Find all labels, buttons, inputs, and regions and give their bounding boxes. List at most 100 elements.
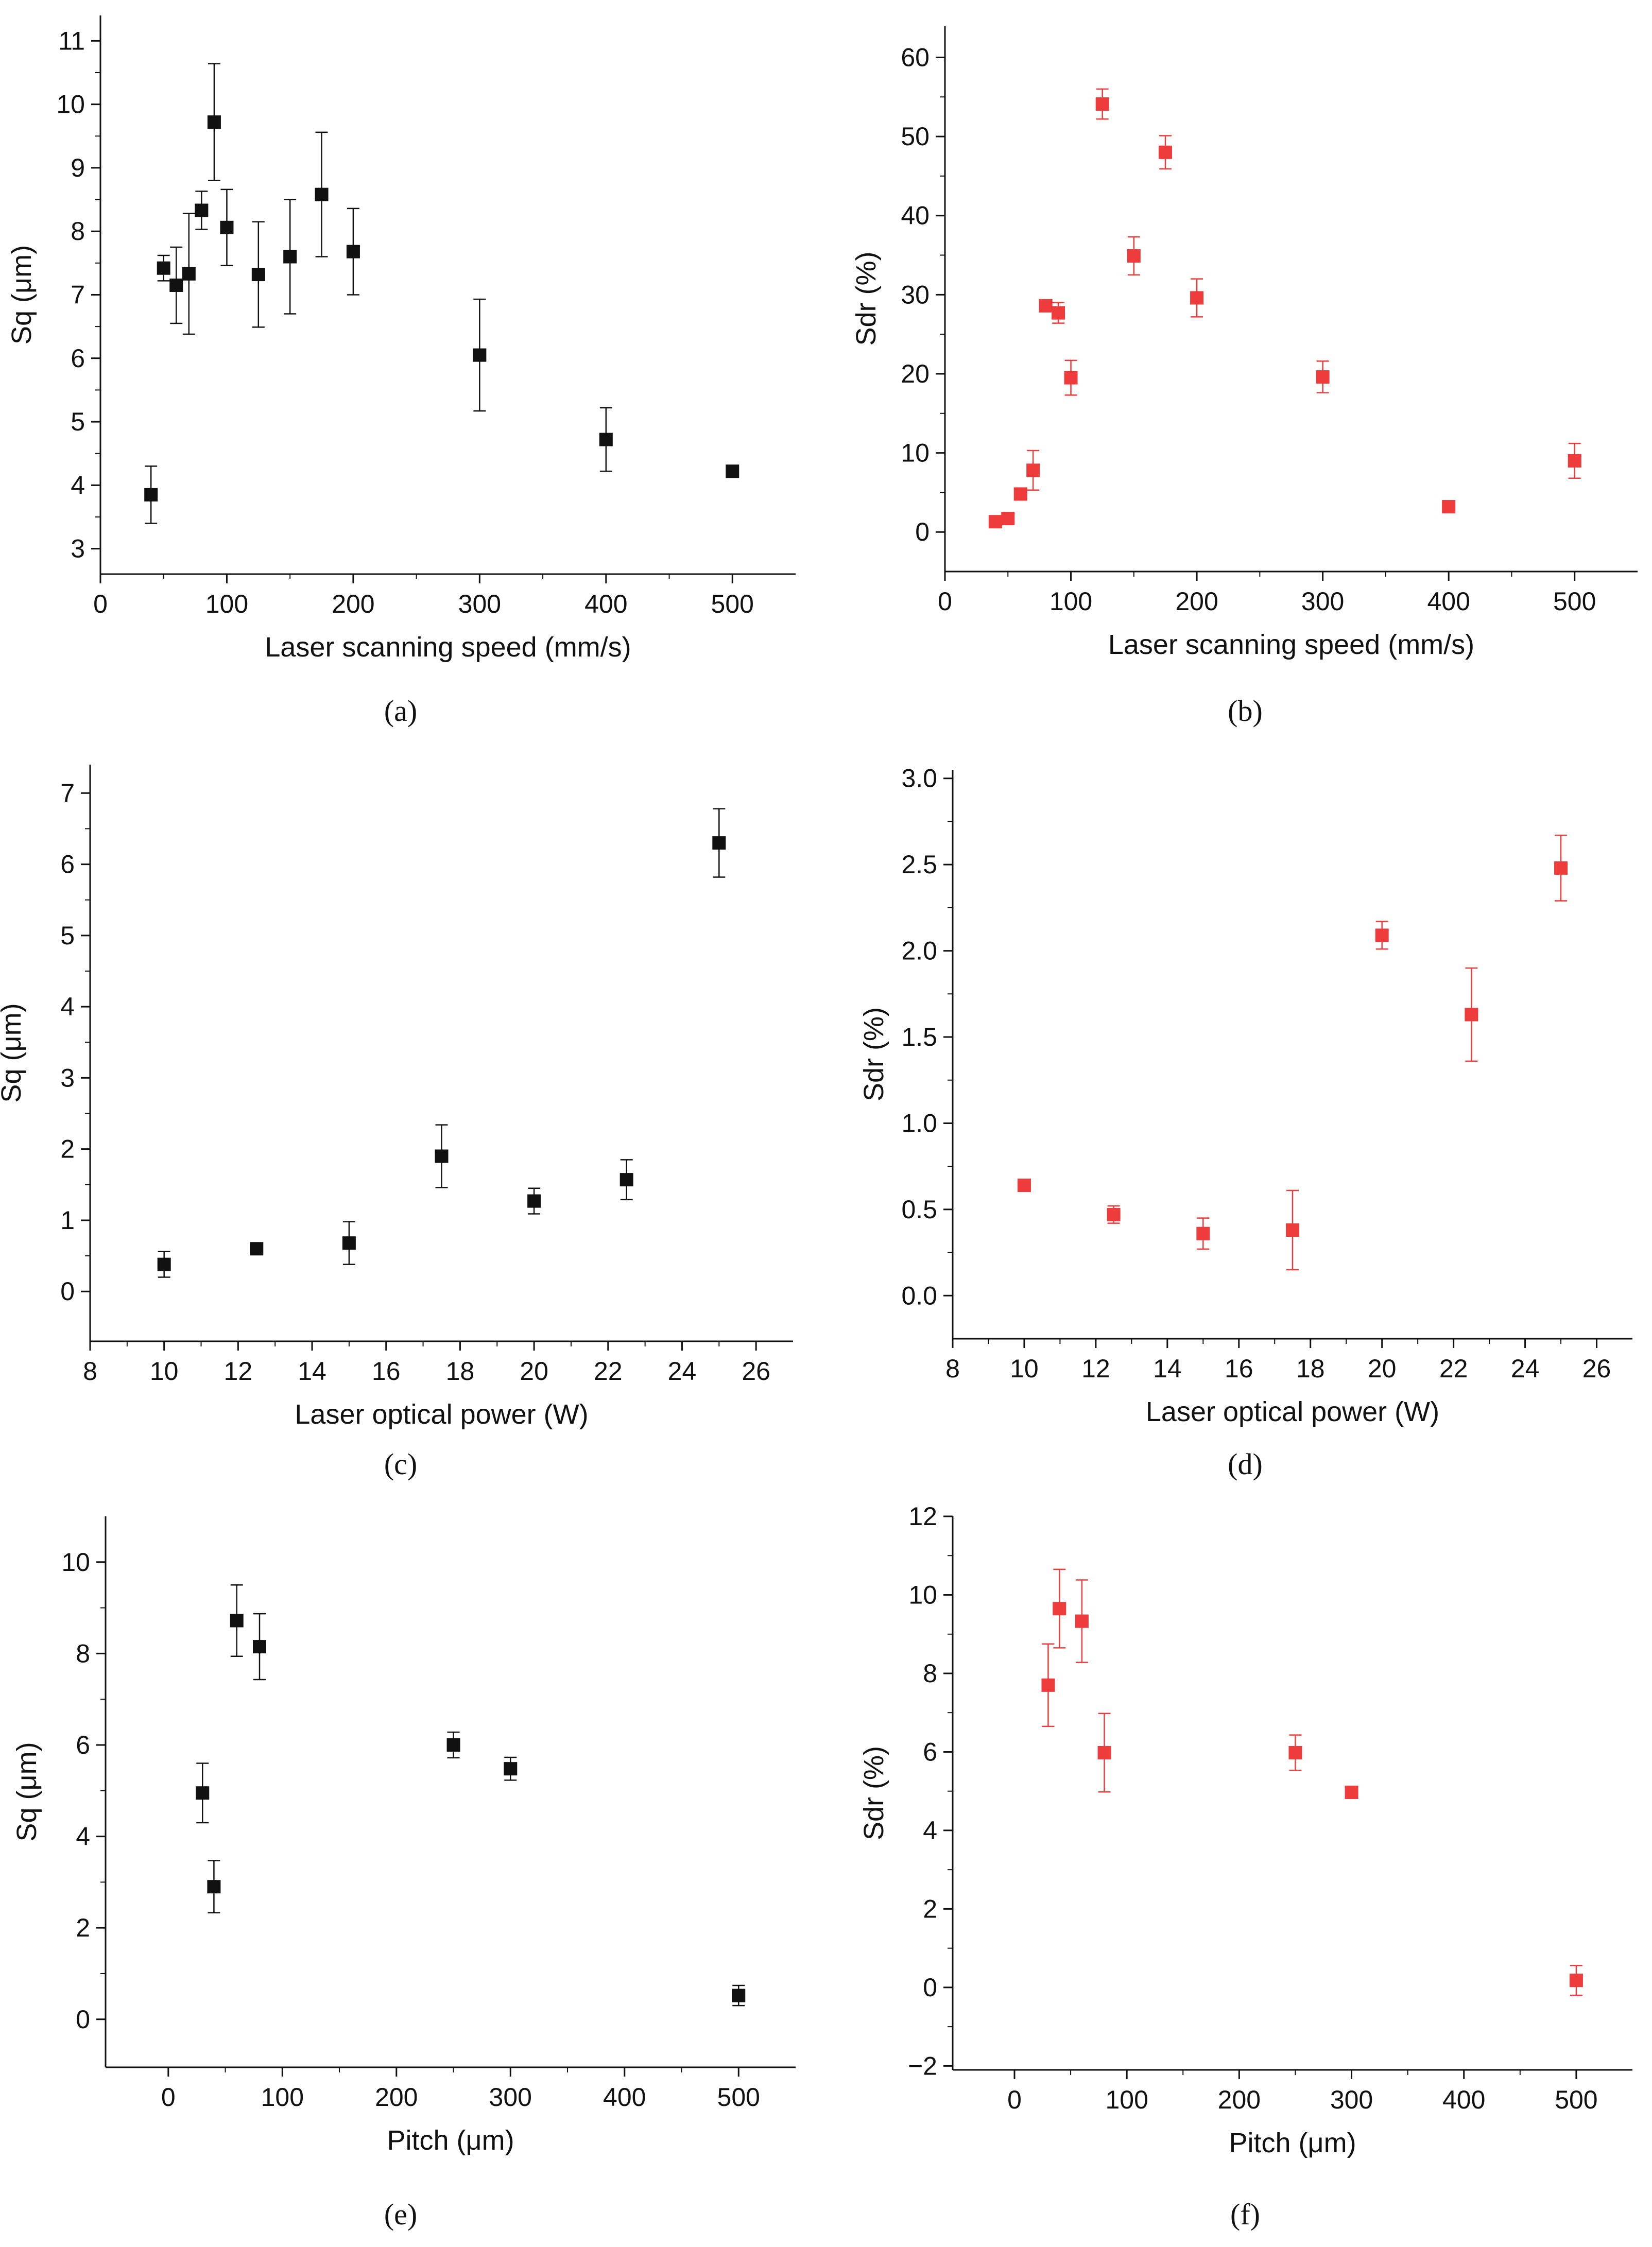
data-point xyxy=(1097,1745,1111,1759)
data-point xyxy=(315,187,329,201)
data-point xyxy=(1026,463,1040,477)
data-point xyxy=(726,464,739,478)
x-tick-label: 100 xyxy=(261,2083,304,2112)
data-point xyxy=(1568,454,1581,468)
x-tick-label: 26 xyxy=(1582,1354,1611,1383)
data-point xyxy=(1569,1974,1583,1987)
x-tick-label: 24 xyxy=(668,1357,697,1386)
y-tick-label: 0 xyxy=(915,517,930,546)
data-point xyxy=(1316,370,1330,384)
y-tick-label: 2.5 xyxy=(901,850,937,879)
x-tick-label: 500 xyxy=(711,590,754,618)
data-point xyxy=(230,1614,244,1628)
x-tick-label: 400 xyxy=(584,590,627,618)
y-axis-title: Sdr (%) xyxy=(858,1007,889,1101)
x-tick-label: 26 xyxy=(742,1357,770,1386)
data-point xyxy=(182,267,196,281)
y-tick-label: 6 xyxy=(60,850,75,879)
data-point xyxy=(1190,291,1204,305)
data-point xyxy=(1465,1008,1478,1022)
y-tick-label: 10 xyxy=(61,1548,90,1577)
y-axis-title: Sq (μm) xyxy=(0,1003,27,1102)
y-tick-label: 11 xyxy=(58,26,85,55)
y-tick-label: 7 xyxy=(71,281,85,309)
data-point xyxy=(1039,299,1053,313)
data-point xyxy=(1052,306,1065,320)
data-point xyxy=(346,245,360,258)
x-tick-label: 12 xyxy=(224,1357,253,1386)
x-tick-label: 300 xyxy=(1301,587,1344,616)
x-tick-label: 12 xyxy=(1081,1354,1110,1383)
y-axis-title: Sdr (%) xyxy=(851,251,882,345)
data-point xyxy=(1554,861,1568,875)
chart-panel-5: 0 100 200 300 400 500 −2 0 2 4 6 8 10 12 Pitch (μm) Sdr… xyxy=(858,1502,1632,2231)
x-tick-label: 0 xyxy=(161,2083,176,2112)
x-tick-label: 400 xyxy=(1442,2085,1485,2114)
x-axis-title: Pitch (μm) xyxy=(1229,2128,1356,2158)
y-tick-label: 5 xyxy=(60,921,75,950)
y-tick-label: 1.0 xyxy=(901,1109,937,1137)
x-tick-label: 0 xyxy=(1007,2085,1022,2114)
y-tick-label: 2 xyxy=(76,1913,90,1942)
data-point xyxy=(988,515,1002,529)
data-point xyxy=(1053,1602,1066,1616)
data-point xyxy=(1442,500,1456,514)
x-tick-label: 8 xyxy=(83,1357,97,1386)
y-tick-label: 30 xyxy=(901,280,930,309)
y-tick-label: 0 xyxy=(76,2005,90,2034)
y-tick-label: 40 xyxy=(901,201,930,230)
x-tick-label: 22 xyxy=(1439,1354,1468,1383)
x-tick-label: 20 xyxy=(1368,1354,1397,1383)
x-axis-title: Laser optical power (W) xyxy=(295,1399,588,1430)
chart-panel-3: 8 10 12 14 16 18 20 22 24 26 0.0 0.5 1.0 1.5 2.0 2.5 3.0… xyxy=(858,764,1632,1481)
x-tick-label: 14 xyxy=(298,1357,326,1386)
y-tick-label: 8 xyxy=(923,1659,937,1688)
x-axis-title: Laser scanning speed (mm/s) xyxy=(265,632,631,663)
y-tick-label: 3.0 xyxy=(901,764,937,793)
panel-caption: (f) xyxy=(1230,2198,1260,2231)
data-point xyxy=(1107,1207,1121,1221)
y-tick-label: 2 xyxy=(923,1894,937,1923)
data-point xyxy=(1127,249,1141,263)
data-point xyxy=(1345,1785,1358,1799)
x-tick-label: 300 xyxy=(458,590,501,618)
data-point xyxy=(620,1173,633,1187)
y-tick-label: 4 xyxy=(76,1822,90,1851)
y-tick-label: 0.5 xyxy=(901,1195,937,1224)
y-tick-label: 20 xyxy=(901,359,930,388)
y-tick-label: 9 xyxy=(71,153,85,182)
panel-caption: (b) xyxy=(1228,694,1263,728)
y-tick-label: 10 xyxy=(908,1580,937,1609)
x-tick-label: 18 xyxy=(1296,1354,1325,1383)
data-point xyxy=(1095,97,1109,111)
data-point xyxy=(446,1738,460,1752)
y-tick-label: 8 xyxy=(76,1639,90,1668)
y-tick-label: −2 xyxy=(908,2051,937,2080)
data-point xyxy=(1196,1226,1210,1240)
x-tick-label: 300 xyxy=(489,2083,532,2112)
x-tick-label: 0 xyxy=(93,590,108,618)
data-point xyxy=(1001,512,1015,526)
y-tick-label: 8 xyxy=(71,217,85,246)
data-point xyxy=(1013,487,1027,501)
x-tick-label: 300 xyxy=(1330,2085,1373,2114)
x-tick-label: 100 xyxy=(1049,587,1092,616)
chart-panel-1: 0 100 200 300 400 500 0 10 20 30 40 50 60 Laser scann… xyxy=(851,26,1638,728)
x-tick-label: 0 xyxy=(938,587,952,616)
data-point xyxy=(157,1257,171,1271)
x-tick-label: 200 xyxy=(332,590,374,618)
y-tick-label: 10 xyxy=(56,90,85,119)
y-tick-label: 2.0 xyxy=(901,937,937,965)
data-point xyxy=(144,488,158,502)
y-tick-label: 6 xyxy=(71,344,85,373)
x-tick-label: 10 xyxy=(150,1357,179,1386)
panel-caption: (d) xyxy=(1228,1447,1263,1481)
data-point xyxy=(1041,1678,1055,1692)
y-tick-label: 0.0 xyxy=(901,1281,937,1310)
data-point xyxy=(599,433,613,446)
data-point xyxy=(169,279,183,292)
y-axis-title: Sq (μm) xyxy=(6,245,37,344)
data-point xyxy=(712,836,726,850)
x-axis-title: Laser scanning speed (mm/s) xyxy=(1108,629,1474,660)
y-tick-label: 2 xyxy=(60,1135,75,1164)
